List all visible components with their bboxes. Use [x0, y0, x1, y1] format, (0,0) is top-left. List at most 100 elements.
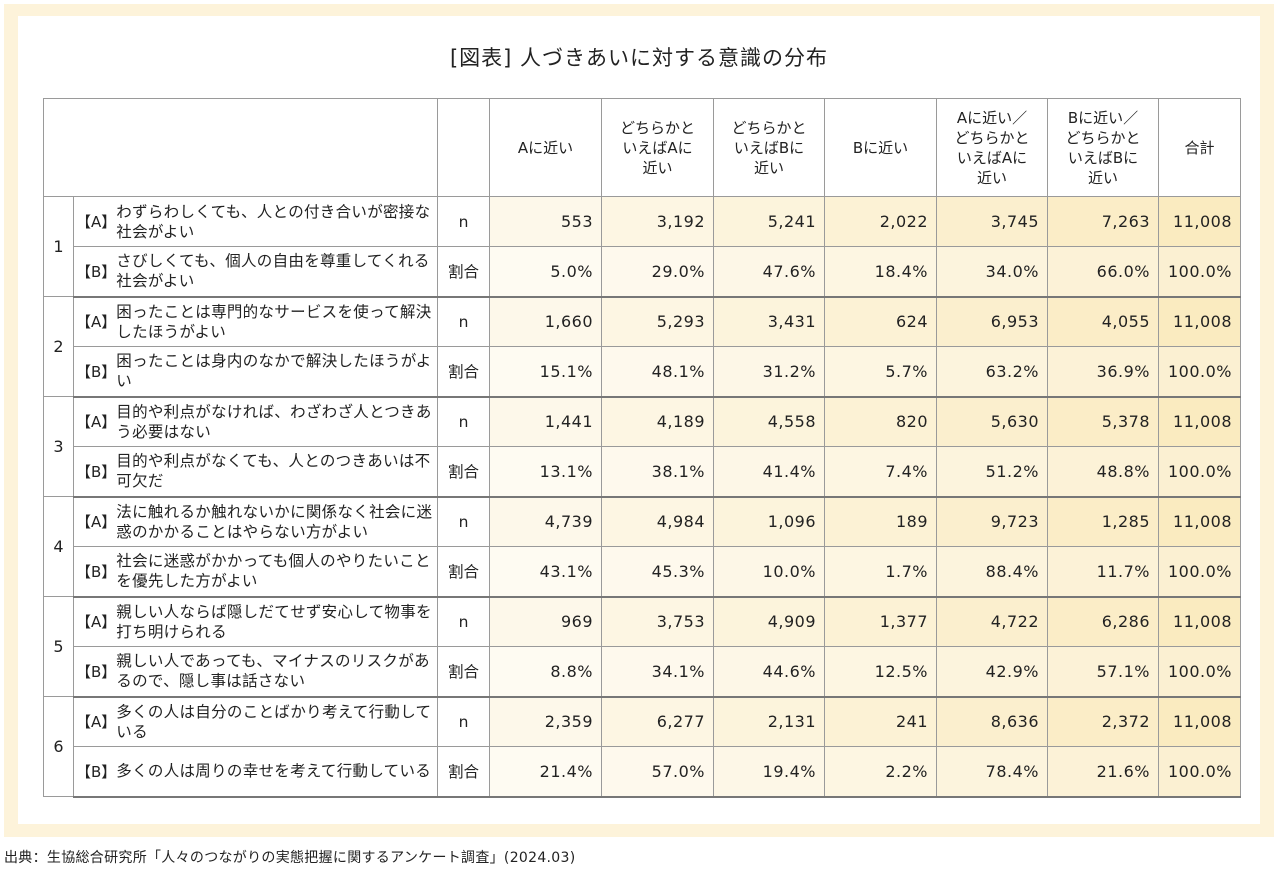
column-header-label: Aに近い／ どちらかと いえばAに 近い	[954, 108, 1030, 187]
table-row: 2 【A】 困ったことは専門的なサービスを使って解決したほうがよい n 1,660 5,2…	[43, 296, 1241, 397]
statement-tag: 【A】	[76, 513, 117, 532]
value-cell: 5,293	[601, 296, 714, 347]
column-header-label: Bに近い	[852, 138, 909, 157]
value-cell: 3,745	[936, 196, 1048, 247]
figure-frame: [図表] 人づきあいに対する意識の分布 Aに近い どちらかと いえばAに 近い どち…	[4, 4, 1274, 837]
table-row: 1 【A】 わずらわしくても、人との付き合いが密接な社会がよい n 553 3,192 5,…	[43, 196, 1241, 297]
statement-cell: 【B】 多くの人は周りの幸せを考えて行動している	[73, 746, 438, 798]
column-header-label: Bに近い／ どちらかと いえばBに 近い	[1065, 108, 1141, 187]
value-cell: 4,722	[936, 596, 1048, 647]
statement-text: 困ったことは専門的なサービスを使って解決したほうがよい	[116, 302, 432, 341]
statement-text: さびしくても、個人の自由を尊重してくれる社会がよい	[116, 252, 430, 291]
header-row: Aに近い どちらかと いえばAに 近い どちらかと いえばBに 近い Bに近い Aに近い…	[43, 98, 1241, 197]
table-row: 3 【A】 目的や利点がなければ、わざわざ人とつきあう必要はない n 1,441 4,18…	[43, 396, 1241, 497]
statement-text: 法に触れるか触れないかに関係なく社会に迷惑のかかることはやらない方がよい	[116, 502, 433, 541]
value-cell: 66.0%	[1047, 246, 1159, 298]
value-cell: 48.8%	[1047, 446, 1159, 498]
value-cell: 51.2%	[936, 446, 1048, 498]
statement-text: 多くの人は周りの幸せを考えて行動している	[116, 762, 432, 781]
value-cell: 45.3%	[601, 546, 714, 598]
value-cell: 19.4%	[713, 746, 825, 798]
value-cell: 624	[824, 296, 937, 347]
value-cell: 41.4%	[713, 446, 825, 498]
row-kind: 割合	[437, 546, 490, 598]
row-kind: n	[437, 296, 490, 347]
figure-panel: [図表] 人づきあいに対する意識の分布 Aに近い どちらかと いえばAに 近い どち…	[18, 16, 1260, 824]
row-kind: 割合	[437, 446, 490, 498]
value-cell: 100.0%	[1158, 646, 1241, 698]
row-kind: n	[437, 696, 490, 747]
statement-cell: 【A】 法に触れるか触れないかに関係なく社会に迷惑のかかることはやらない方がよい	[73, 496, 438, 547]
row-kind: n	[437, 596, 490, 647]
value-cell: 6,286	[1047, 596, 1159, 647]
value-cell: 88.4%	[936, 546, 1048, 598]
statement-tag: 【B】	[76, 762, 117, 781]
value-cell: 1,285	[1047, 496, 1159, 547]
column-header-label: Aに近い	[517, 138, 574, 157]
value-cell: 4,189	[601, 396, 714, 447]
column-header-label: どちらかと いえばAに 近い	[619, 118, 695, 177]
header-kind-cell	[437, 98, 490, 197]
value-cell: 5.7%	[824, 346, 937, 398]
column-header: どちらかと いえばBに 近い	[713, 98, 825, 197]
value-cell: 12.5%	[824, 646, 937, 698]
value-cell: 34.0%	[936, 246, 1048, 298]
statement-tag: 【A】	[76, 213, 117, 231]
statement-cell: 【B】 困ったことは身内のなかで解決したほうがよい	[73, 346, 438, 398]
value-cell: 9,723	[936, 496, 1048, 547]
source-note: 出典：生協総合研究所「人々のつながりの実態把握に関するアンケート調査」(2024…	[4, 850, 576, 866]
value-cell: 78.4%	[936, 746, 1048, 798]
value-cell: 100.0%	[1158, 346, 1241, 398]
item-number: 4	[43, 496, 74, 597]
value-cell: 11,008	[1158, 596, 1241, 647]
statement-text: 親しい人ならば隠しだてせず安心して物事を打ち明けられる	[116, 602, 432, 641]
table-row: 【B】 社会に迷惑がかかっても個人のやりたいことを優先した方がよい 割合 43.1% 4…	[44, 546, 1241, 598]
value-cell: 5,630	[936, 396, 1048, 447]
value-cell: 100.0%	[1158, 546, 1241, 598]
statement-tag: 【B】	[76, 262, 117, 281]
table-row: 【B】 目的や利点がなくても、人とのつきあいは不可欠だ 割合 13.1% 38.1% 41…	[44, 446, 1241, 498]
value-cell: 63.2%	[936, 346, 1048, 398]
value-cell: 57.0%	[601, 746, 714, 798]
column-header: Aに近い／ どちらかと いえばAに 近い	[936, 98, 1048, 197]
value-cell: 6,277	[601, 696, 714, 747]
value-cell: 6,953	[936, 296, 1048, 347]
value-cell: 4,984	[601, 496, 714, 547]
value-cell: 7.4%	[824, 446, 937, 498]
statement-text: 社会に迷惑がかかっても個人のやりたいことを優先した方がよい	[116, 552, 431, 591]
statement-text: わずらわしくても、人との付き合いが密接な社会がよい	[116, 202, 431, 241]
table-row: 4 【A】 法に触れるか触れないかに関係なく社会に迷惑のかかることはやらない方がよい…	[43, 496, 1241, 597]
value-cell: 42.9%	[936, 646, 1048, 698]
value-cell: 48.1%	[601, 346, 714, 398]
statement-tag: 【A】	[76, 413, 117, 432]
value-cell: 5.0%	[489, 246, 602, 298]
value-cell: 11,008	[1158, 196, 1241, 247]
value-cell: 3,192	[601, 196, 714, 247]
value-cell: 1,441	[489, 396, 602, 447]
value-cell: 553	[489, 196, 602, 247]
value-cell: 1.7%	[824, 546, 937, 598]
value-cell: 5,378	[1047, 396, 1159, 447]
value-cell: 100.0%	[1158, 746, 1241, 798]
value-cell: 11,008	[1158, 296, 1241, 347]
column-header: Bに近い／ どちらかと いえばBに 近い	[1047, 98, 1159, 197]
value-cell: 34.1%	[601, 646, 714, 698]
data-table: Aに近い どちらかと いえばAに 近い どちらかと いえばBに 近い Bに近い Aに近い…	[43, 98, 1241, 798]
table-row: 【B】 多くの人は周りの幸せを考えて行動している 割合 21.4% 57.0% 19.4%…	[44, 746, 1241, 798]
row-kind: n	[437, 396, 490, 447]
value-cell: 8,636	[936, 696, 1048, 747]
value-cell: 15.1%	[489, 346, 602, 398]
value-cell: 18.4%	[824, 246, 937, 298]
value-cell: 100.0%	[1158, 446, 1241, 498]
row-kind: 割合	[437, 746, 490, 798]
value-cell: 11,008	[1158, 496, 1241, 547]
value-cell: 100.0%	[1158, 246, 1241, 298]
value-cell: 3,753	[601, 596, 714, 647]
statement-tag: 【B】	[76, 662, 117, 681]
statement-tag: 【A】	[76, 613, 117, 632]
value-cell: 44.6%	[713, 646, 825, 698]
statement-tag: 【B】	[76, 462, 117, 481]
row-kind: 割合	[437, 346, 490, 398]
value-cell: 7,263	[1047, 196, 1159, 247]
table-row: 6 【A】 多くの人は自分のことばかり考えて行動している n 2,359 6,277 2,1…	[43, 696, 1241, 797]
